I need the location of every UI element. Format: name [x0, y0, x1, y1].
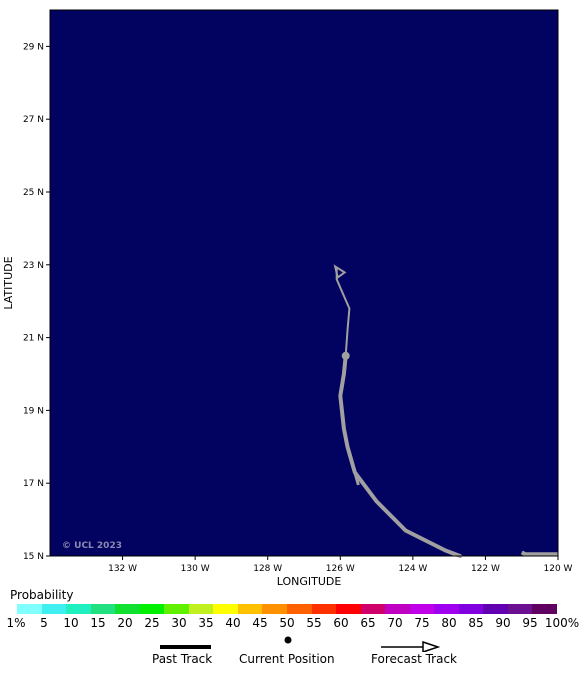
legend-label: 100% — [544, 616, 580, 630]
x-axis-ticks: 132 W 130 W 128 W 126 W 124 W 122 W 120 W — [108, 556, 573, 574]
past-track-line-east — [520, 550, 558, 557]
legend-swatch — [311, 604, 337, 614]
legend-swatch — [532, 604, 558, 614]
legend-label: 1% — [6, 616, 26, 630]
x-tick-label: 128 W — [253, 564, 282, 574]
track-map: 132 W 130 W 128 W 126 W 124 W 122 W 120 W 15 N… — [2, 9, 573, 586]
key-symbols — [160, 636, 441, 652]
legend-swatch — [409, 604, 435, 614]
legend-swatch — [90, 604, 116, 614]
legend-swatch — [507, 604, 533, 614]
y-axis-title: LATITUDE — [2, 256, 15, 309]
legend-label: 20 — [117, 616, 133, 630]
legend-label: 40 — [225, 616, 241, 630]
probability-color-bar — [17, 604, 558, 614]
legend-swatch — [17, 604, 42, 614]
x-tick-label: 120 W — [544, 564, 573, 574]
legend-swatch — [262, 604, 288, 614]
legend-label: 85 — [468, 616, 484, 630]
past-track-line — [338, 353, 462, 558]
x-tick-label: 122 W — [471, 564, 500, 574]
legend-label: 60 — [333, 616, 349, 630]
legend-swatch — [385, 604, 410, 614]
legend-label: 5 — [40, 616, 48, 630]
legend-swatch — [41, 604, 67, 614]
past-track-label: Past Track — [152, 652, 213, 666]
legend-label: 50 — [279, 616, 295, 630]
legend-swatch — [213, 604, 238, 614]
legend-label: 25 — [144, 616, 160, 630]
x-axis-title: LONGITUDE — [277, 575, 342, 586]
legend-label: 35 — [198, 616, 214, 630]
x-tick-label: 124 W — [398, 564, 427, 574]
forecast-arrow-icon — [422, 640, 441, 652]
probability-legend: Probability 1% 5 10 15 20 25 30 35 40 45 50 55 60 65 7… — [0, 586, 580, 675]
legend-swatch — [237, 604, 263, 614]
y-tick-label: 29 N — [23, 42, 44, 52]
forecast-track-label: Forecast Track — [371, 652, 457, 666]
legend-swatch — [458, 604, 484, 614]
legend-swatch — [66, 604, 91, 614]
legend-label: 15 — [90, 616, 106, 630]
forecast-arrowhead-icon — [333, 264, 347, 280]
y-tick-label: 17 N — [23, 479, 44, 489]
y-tick-label: 23 N — [23, 261, 44, 271]
legend-swatch — [434, 604, 459, 614]
legend-swatch — [115, 604, 140, 614]
legend-label: 45 — [252, 616, 268, 630]
legend-swatch — [188, 604, 214, 614]
y-axis-ticks: 15 N 17 N 19 N 21 N 23 N 25 N 27 N 29 N — [23, 42, 50, 562]
x-tick-label: 126 W — [326, 564, 355, 574]
legend-label: 95 — [522, 616, 538, 630]
legend-label: 75 — [414, 616, 430, 630]
y-tick-label: 19 N — [23, 406, 44, 416]
legend-label: 30 — [171, 616, 187, 630]
legend-label: 55 — [306, 616, 322, 630]
legend-label: 10 — [63, 616, 79, 630]
legend-label: 65 — [360, 616, 376, 630]
plot-frame — [49, 9, 559, 557]
y-tick-label: 21 N — [23, 334, 44, 344]
y-tick-label: 15 N — [23, 552, 44, 562]
legend-swatch — [164, 604, 189, 614]
current-position-label: Current Position — [239, 652, 335, 666]
probability-labels: 1% 5 10 15 20 25 30 35 40 45 50 55 60 65 70 75 80 85 90 95 1… — [0, 616, 580, 630]
storm-tracks — [333, 264, 558, 558]
track-key: Past Track Current Position Forecast Tra… — [0, 630, 580, 675]
x-tick-label: 132 W — [108, 564, 137, 574]
past-track-hook — [353, 471, 360, 486]
y-tick-label: 25 N — [23, 188, 44, 198]
legend-title: Probability — [10, 588, 74, 602]
legend-label: 70 — [387, 616, 403, 630]
copyright-text: © UCL 2023 — [62, 541, 122, 551]
legend-swatch — [287, 604, 312, 614]
legend-label: 80 — [441, 616, 457, 630]
legend-swatch — [483, 604, 508, 614]
current-position-marker — [341, 351, 350, 360]
ocean-area — [50, 10, 558, 556]
legend-swatch — [360, 604, 386, 614]
current-position-symbol — [284, 636, 292, 644]
x-tick-label: 130 W — [181, 564, 210, 574]
legend-swatch — [336, 604, 361, 614]
y-tick-label: 27 N — [23, 115, 44, 125]
legend-swatch — [139, 604, 165, 614]
legend-label: 90 — [495, 616, 511, 630]
